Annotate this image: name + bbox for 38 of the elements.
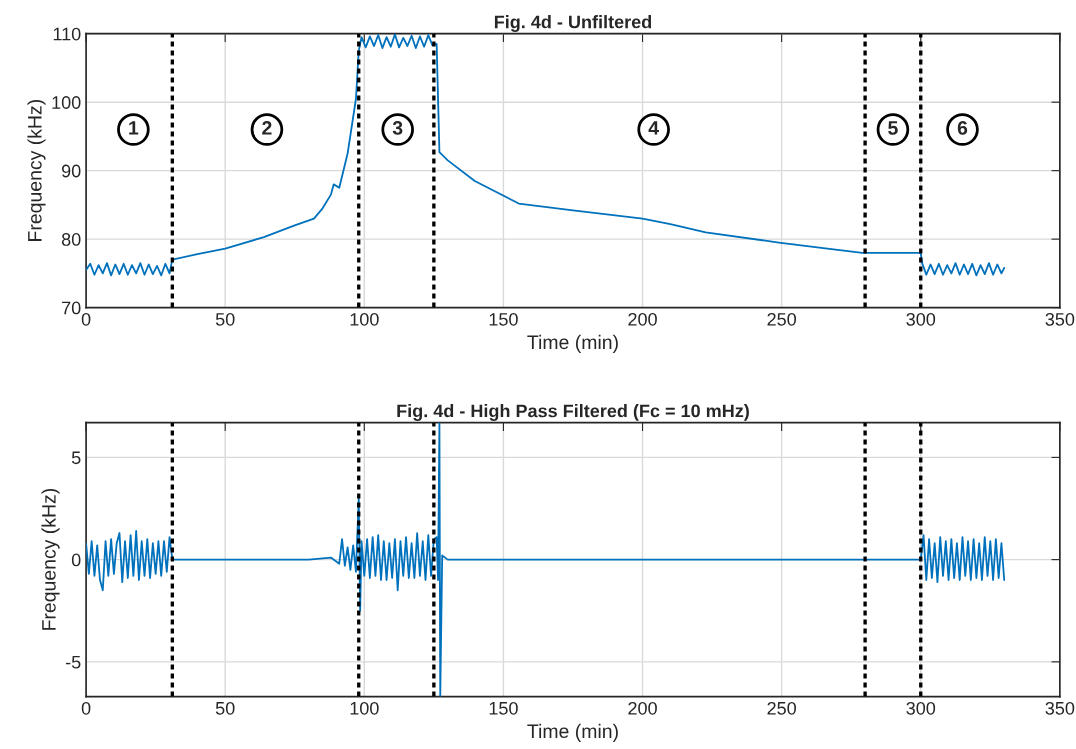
annotation: 3 — [392, 121, 403, 135]
x-tick-label: 300 — [906, 701, 936, 715]
x-tick-label: 50 — [215, 701, 235, 715]
annotation: 1 — [129, 121, 139, 135]
x-tick-label: 0 — [81, 701, 91, 715]
y-tick-label: 5 — [71, 451, 81, 465]
y-tick-label: -5 — [65, 655, 81, 669]
annotation: 4 — [648, 121, 659, 135]
x-tick-label: 100 — [350, 701, 379, 715]
chart-title: Fig. 4d - Unfiltered — [494, 15, 652, 32]
x-tick-label: 250 — [767, 312, 796, 326]
y-axis-title: Frequency (kHz) — [27, 100, 46, 241]
line-series — [86, 33, 1006, 277]
x-axis-title: Time (min) — [527, 723, 618, 742]
line-series — [86, 422, 1006, 697]
y-tick-label: 100 — [52, 96, 81, 109]
x-axis-title: Time (min) — [527, 334, 618, 353]
x-tick-label: 150 — [489, 701, 518, 715]
x-tick-label: 200 — [628, 312, 657, 326]
y-axis-title: Frequency (kHz) — [41, 488, 60, 630]
x-tick-label: 350 — [1045, 701, 1075, 715]
y-tick-label: 90 — [61, 164, 81, 178]
x-tick-label: 150 — [489, 312, 518, 326]
annotation: 6 — [957, 121, 968, 135]
x-tick-label: 300 — [906, 312, 936, 326]
x-tick-label: 0 — [81, 312, 91, 326]
x-tick-label: 100 — [350, 312, 379, 326]
y-tick-label: 110 — [53, 27, 81, 41]
x-tick-label: 50 — [215, 312, 235, 326]
y-tick-label: 70 — [62, 301, 81, 315]
annotation: 2 — [262, 121, 272, 135]
x-tick-label: 350 — [1045, 312, 1075, 326]
x-tick-label: 250 — [767, 701, 796, 715]
y-tick-label: 0 — [71, 553, 81, 567]
y-tick-label: 80 — [61, 233, 81, 246]
annotation: 5 — [888, 121, 898, 135]
x-tick-label: 200 — [628, 701, 657, 715]
chart-title: Fig. 4d - High Pass Filtered (Fc = 10 mHz) — [397, 404, 749, 421]
